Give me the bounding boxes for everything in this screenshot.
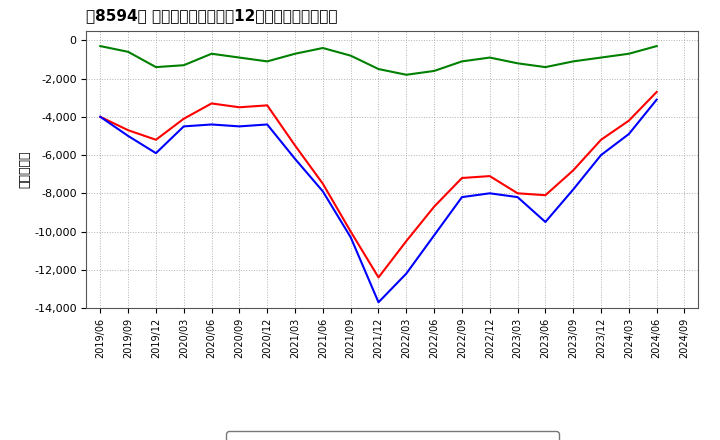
フリーCF: [179, 124, 188, 129]
投資CF: [597, 55, 606, 60]
営業CF: [96, 114, 104, 120]
営業CF: [124, 128, 132, 133]
フリーCF: [569, 187, 577, 192]
フリーCF: [513, 194, 522, 200]
営業CF: [485, 173, 494, 179]
Text: ［8594］ キャッシュフローの12か月移動合計の推移: ［8594］ キャッシュフローの12か月移動合計の推移: [86, 7, 338, 23]
投資CF: [207, 51, 216, 56]
営業CF: [318, 181, 327, 187]
フリーCF: [402, 271, 410, 276]
フリーCF: [207, 122, 216, 127]
営業CF: [513, 191, 522, 196]
Line: 営業CF: 営業CF: [100, 92, 657, 277]
営業CF: [652, 89, 661, 95]
投資CF: [291, 51, 300, 56]
Legend: 営業CF, 投資CF, フリーCF: 営業CF, 投資CF, フリーCF: [226, 431, 559, 440]
営業CF: [152, 137, 161, 143]
投資CF: [318, 45, 327, 51]
投資CF: [541, 65, 550, 70]
フリーCF: [235, 124, 243, 129]
フリーCF: [318, 189, 327, 194]
投資CF: [374, 66, 383, 72]
営業CF: [402, 238, 410, 244]
フリーCF: [263, 122, 271, 127]
フリーCF: [124, 133, 132, 139]
営業CF: [541, 193, 550, 198]
投資CF: [652, 44, 661, 49]
投資CF: [569, 59, 577, 64]
フリーCF: [152, 150, 161, 156]
営業CF: [624, 118, 633, 123]
フリーCF: [597, 152, 606, 158]
投資CF: [179, 62, 188, 68]
投資CF: [458, 59, 467, 64]
フリーCF: [624, 132, 633, 137]
フリーCF: [291, 156, 300, 161]
投資CF: [124, 49, 132, 55]
Y-axis label: （百万円）: （百万円）: [18, 150, 31, 188]
フリーCF: [346, 235, 355, 240]
営業CF: [263, 103, 271, 108]
フリーCF: [374, 300, 383, 305]
営業CF: [207, 101, 216, 106]
営業CF: [430, 204, 438, 209]
営業CF: [235, 105, 243, 110]
営業CF: [569, 168, 577, 173]
Line: フリーCF: フリーCF: [100, 99, 657, 302]
フリーCF: [485, 191, 494, 196]
投資CF: [624, 51, 633, 56]
投資CF: [402, 72, 410, 77]
投資CF: [430, 68, 438, 73]
営業CF: [179, 116, 188, 121]
投資CF: [235, 55, 243, 60]
投資CF: [513, 61, 522, 66]
営業CF: [597, 137, 606, 143]
フリーCF: [458, 194, 467, 200]
フリーCF: [541, 219, 550, 224]
投資CF: [346, 53, 355, 58]
投資CF: [485, 55, 494, 60]
投資CF: [96, 44, 104, 49]
投資CF: [152, 65, 161, 70]
フリーCF: [652, 97, 661, 102]
営業CF: [291, 143, 300, 148]
フリーCF: [96, 114, 104, 120]
営業CF: [346, 229, 355, 234]
投資CF: [263, 59, 271, 64]
営業CF: [458, 176, 467, 181]
フリーCF: [430, 233, 438, 238]
営業CF: [374, 275, 383, 280]
Line: 投資CF: 投資CF: [100, 46, 657, 75]
